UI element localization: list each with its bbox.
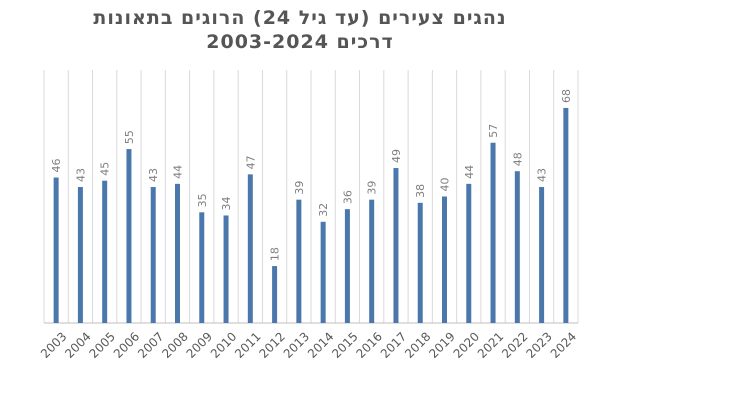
- bar-2019: [442, 196, 447, 323]
- data-label-2011: 47: [244, 155, 257, 169]
- data-label-2018: 38: [414, 184, 427, 198]
- x-tick-label-2007: 2007: [135, 329, 166, 360]
- bar-2008: [175, 183, 180, 323]
- data-label-2003: 46: [50, 159, 63, 173]
- bar-2022: [514, 171, 520, 323]
- bar-2005: [102, 180, 108, 323]
- x-tick-label-2019: 2019: [426, 329, 457, 360]
- data-label-2019: 40: [439, 178, 452, 192]
- x-tick-label-2006: 2006: [111, 329, 142, 360]
- x-tick-label-2003: 2003: [38, 329, 69, 360]
- x-tick-label-2008: 2008: [159, 329, 190, 360]
- x-tick-label-2022: 2022: [499, 329, 530, 360]
- data-label-2008: 44: [172, 165, 185, 179]
- bar-2023: [539, 187, 545, 323]
- data-label-2020: 44: [463, 165, 476, 179]
- bar-2020: [466, 183, 472, 323]
- x-tick-label-2012: 2012: [256, 329, 287, 360]
- bar-2010: [223, 215, 229, 323]
- bar-2016: [369, 199, 375, 323]
- data-label-2010: 34: [220, 196, 233, 210]
- data-label-2016: 39: [366, 181, 379, 195]
- bar-2024: [563, 107, 569, 323]
- data-label-2021: 57: [487, 124, 500, 138]
- bar-2017: [393, 168, 399, 323]
- bar-2003: [53, 177, 59, 323]
- x-tick-label-2010: 2010: [208, 329, 239, 360]
- data-label-2024: 68: [560, 89, 573, 103]
- bar-2013: [296, 199, 302, 323]
- chart-title: נהגים צעירים (עד גיל 24) הרוגים בתאונות: [93, 7, 507, 29]
- data-label-2015: 36: [341, 190, 354, 204]
- x-tick-label-2005: 2005: [87, 329, 118, 360]
- data-label-2005: 45: [99, 162, 112, 176]
- data-label-2009: 35: [196, 193, 209, 207]
- x-tick-label-2015: 2015: [329, 329, 360, 360]
- bar-2021: [490, 142, 496, 323]
- bar-2009: [199, 212, 205, 323]
- bar-2011: [247, 174, 253, 323]
- x-tick-label-2013: 2013: [281, 329, 312, 360]
- x-tick-label-2014: 2014: [305, 329, 336, 360]
- x-tick-label-2009: 2009: [184, 329, 215, 360]
- data-label-2007: 43: [147, 168, 160, 182]
- x-tick-label-2024: 2024: [548, 329, 579, 360]
- chart-subtitle: דרכים 2003-2024: [206, 31, 394, 53]
- chart-title-block: נהגים צעירים (עד גיל 24) הרוגים בתאונות …: [0, 6, 600, 54]
- data-label-2022: 48: [511, 152, 524, 166]
- x-tick-label-2017: 2017: [378, 329, 409, 360]
- x-tick-label-2004: 2004: [62, 329, 93, 360]
- data-label-2014: 32: [317, 203, 330, 217]
- x-tick-label-2021: 2021: [475, 329, 506, 360]
- bar-2004: [77, 187, 83, 323]
- data-label-2004: 43: [74, 168, 87, 182]
- data-label-2006: 55: [123, 130, 136, 144]
- data-label-2023: 43: [536, 168, 549, 182]
- x-tick-label-2018: 2018: [402, 329, 433, 360]
- bar-2014: [320, 221, 326, 323]
- x-tick-label-2016: 2016: [354, 329, 385, 360]
- x-tick-label-2011: 2011: [232, 329, 263, 360]
- data-label-2017: 49: [390, 149, 403, 163]
- bar-2015: [344, 209, 350, 323]
- bar-2007: [150, 187, 156, 323]
- bar-2018: [417, 202, 423, 323]
- data-label-2013: 39: [293, 181, 306, 195]
- bar-2012: [272, 266, 278, 323]
- x-tick-label-2020: 2020: [451, 329, 482, 360]
- data-label-2012: 18: [269, 247, 282, 261]
- x-tick-label-2023: 2023: [523, 329, 554, 360]
- bar-2006: [126, 149, 132, 323]
